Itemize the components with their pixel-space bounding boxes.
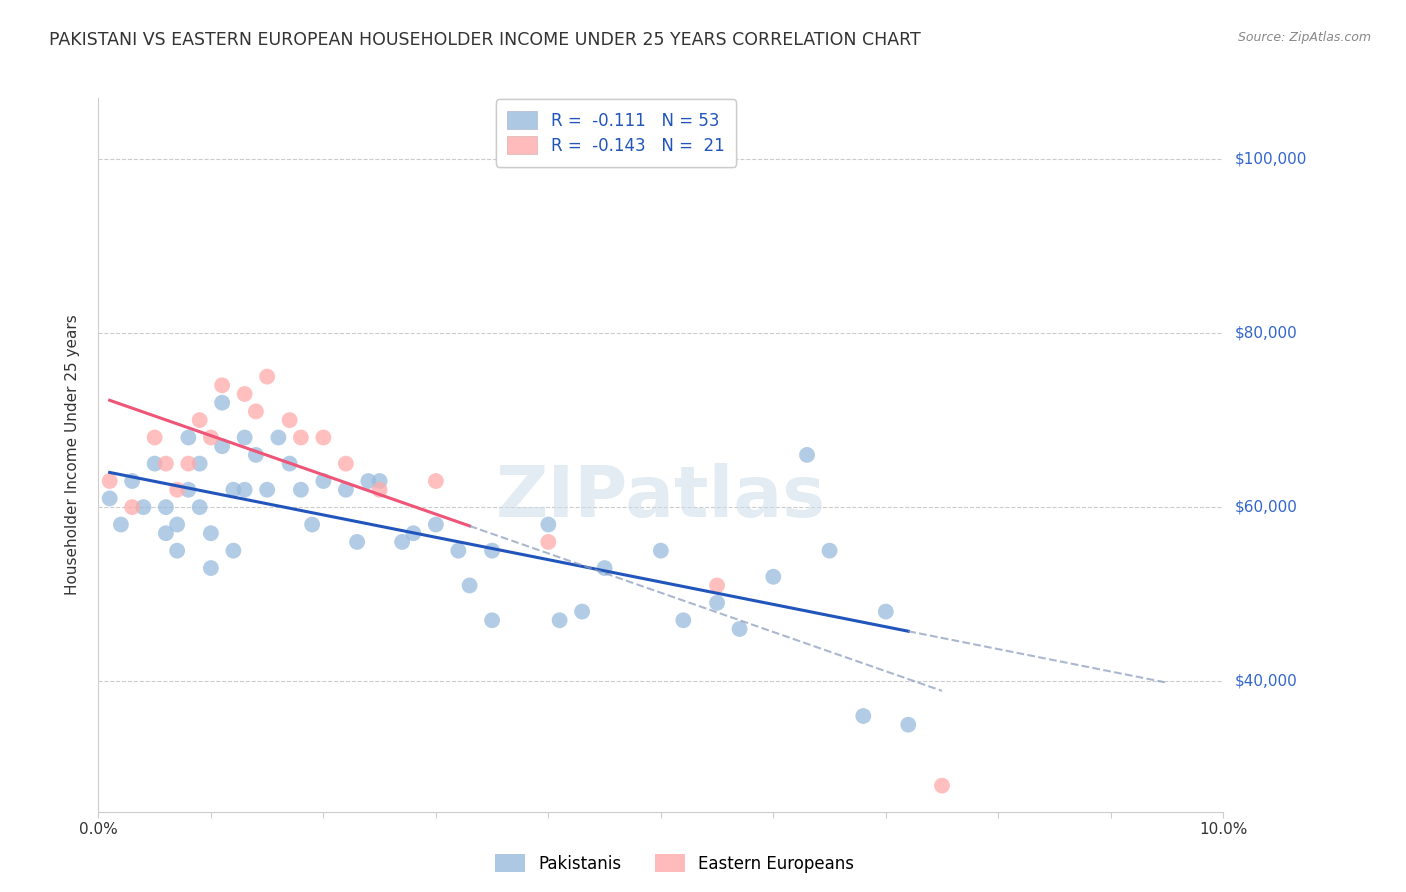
Point — [728, 622, 751, 636]
Point — [897, 717, 920, 731]
Text: PAKISTANI VS EASTERN EUROPEAN HOUSEHOLDER INCOME UNDER 25 YEARS CORRELATION CHAR: PAKISTANI VS EASTERN EUROPEAN HOUSEHOLDE… — [49, 31, 921, 49]
Point — [267, 430, 290, 444]
Point — [110, 517, 132, 532]
Point — [481, 613, 503, 627]
Point — [278, 457, 301, 471]
Point — [177, 430, 200, 444]
Point — [571, 605, 593, 619]
Point — [852, 709, 875, 723]
Text: $40,000: $40,000 — [1234, 673, 1298, 689]
Point — [402, 526, 425, 541]
Point — [155, 457, 177, 471]
Point — [188, 457, 211, 471]
Point — [188, 413, 211, 427]
Point — [391, 535, 413, 549]
Point — [132, 500, 155, 515]
Y-axis label: Householder Income Under 25 years: Householder Income Under 25 years — [65, 315, 80, 595]
Point — [481, 543, 503, 558]
Point — [672, 613, 695, 627]
Point — [233, 387, 256, 401]
Point — [188, 500, 211, 515]
Point — [211, 378, 233, 392]
Point — [335, 457, 357, 471]
Point — [548, 613, 571, 627]
Point — [593, 561, 616, 575]
Point — [818, 543, 841, 558]
Point — [256, 369, 278, 384]
Point — [143, 430, 166, 444]
Point — [245, 404, 267, 418]
Text: Source: ZipAtlas.com: Source: ZipAtlas.com — [1237, 31, 1371, 45]
Point — [312, 474, 335, 488]
Point — [200, 561, 222, 575]
Point — [537, 535, 560, 549]
Point — [368, 483, 391, 497]
Point — [143, 457, 166, 471]
Point — [222, 543, 245, 558]
Point — [233, 430, 256, 444]
Point — [931, 779, 953, 793]
Point — [278, 413, 301, 427]
Point — [166, 517, 188, 532]
Point — [368, 474, 391, 488]
Point — [200, 430, 222, 444]
Point — [796, 448, 818, 462]
Point — [346, 535, 368, 549]
Point — [875, 605, 897, 619]
Point — [335, 483, 357, 497]
Text: $100,000: $100,000 — [1234, 152, 1306, 167]
Point — [290, 430, 312, 444]
Text: $60,000: $60,000 — [1234, 500, 1298, 515]
Point — [211, 439, 233, 453]
Point — [200, 526, 222, 541]
Point — [425, 474, 447, 488]
Point — [155, 526, 177, 541]
Point — [121, 500, 143, 515]
Point — [222, 483, 245, 497]
Point — [706, 596, 728, 610]
Point — [762, 570, 785, 584]
Point — [706, 578, 728, 592]
Point — [447, 543, 470, 558]
Legend: R =  -0.111   N = 53, R =  -0.143   N =  21: R = -0.111 N = 53, R = -0.143 N = 21 — [496, 99, 735, 167]
Point — [211, 395, 233, 409]
Point — [290, 483, 312, 497]
Point — [458, 578, 481, 592]
Point — [121, 474, 143, 488]
Point — [177, 483, 200, 497]
Text: ZIPatlas: ZIPatlas — [496, 463, 825, 533]
Point — [256, 483, 278, 497]
Point — [233, 483, 256, 497]
Point — [98, 491, 121, 506]
Point — [537, 517, 560, 532]
Point — [301, 517, 323, 532]
Point — [425, 517, 447, 532]
Legend: Pakistanis, Eastern Europeans: Pakistanis, Eastern Europeans — [489, 847, 860, 880]
Point — [357, 474, 380, 488]
Point — [177, 457, 200, 471]
Point — [166, 543, 188, 558]
Point — [166, 483, 188, 497]
Point — [245, 448, 267, 462]
Point — [155, 500, 177, 515]
Point — [650, 543, 672, 558]
Point — [312, 430, 335, 444]
Point — [98, 474, 121, 488]
Text: $80,000: $80,000 — [1234, 326, 1298, 341]
